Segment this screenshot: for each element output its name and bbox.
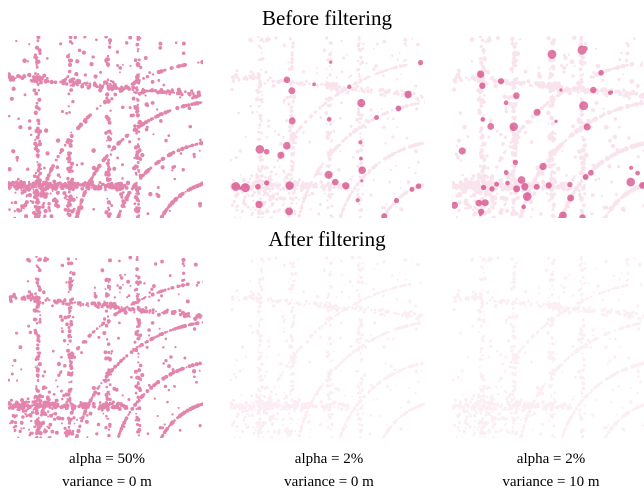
section-title: After filtering xyxy=(268,227,386,251)
points xyxy=(217,256,446,473)
caption-alpha: alpha = 50% xyxy=(69,451,145,467)
caption-alpha: alpha = 2% xyxy=(295,451,363,467)
point-map xyxy=(227,35,447,252)
outlier-points xyxy=(451,45,644,239)
point-map xyxy=(0,255,225,472)
figure: Before filtering After filtering alpha =… xyxy=(0,0,644,491)
caption-alpha: alpha = 2% xyxy=(517,451,585,467)
page: Before filtering After filtering alpha =… xyxy=(0,0,644,491)
point-map xyxy=(0,35,225,253)
point-map xyxy=(439,35,644,253)
points xyxy=(439,35,644,253)
points xyxy=(449,255,644,472)
section-title: Before filtering xyxy=(262,6,393,30)
panels xyxy=(0,35,644,473)
caption-variance: variance = 0 m xyxy=(284,474,374,490)
caption-variance: variance = 0 m xyxy=(62,474,152,490)
point-map xyxy=(449,255,644,472)
points xyxy=(0,35,225,253)
points xyxy=(0,255,225,472)
caption-variance: variance = 10 m xyxy=(502,474,600,490)
point-map xyxy=(217,256,446,473)
points xyxy=(227,35,447,252)
